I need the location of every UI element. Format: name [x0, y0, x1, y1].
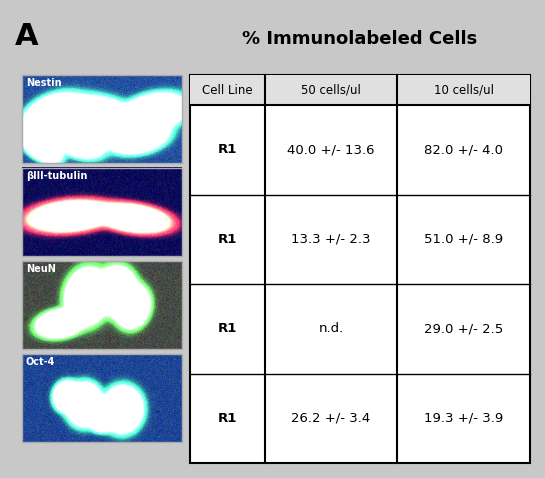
Text: 40.0 +/- 13.6: 40.0 +/- 13.6	[287, 143, 375, 156]
Text: Oct-4: Oct-4	[26, 357, 56, 367]
Text: 26.2 +/- 3.4: 26.2 +/- 3.4	[292, 412, 371, 425]
Bar	[190, 75, 530, 463]
Text: 19.3 +/- 3.9: 19.3 +/- 3.9	[424, 412, 504, 425]
Bar	[22, 168, 182, 256]
Text: 50 cells/ul: 50 cells/ul	[301, 84, 361, 97]
Bar	[22, 354, 182, 442]
Text: NeuN: NeuN	[26, 264, 56, 274]
Text: R1: R1	[217, 143, 237, 156]
Bar	[22, 261, 182, 349]
Text: R1: R1	[217, 412, 237, 425]
Text: 29.0 +/- 2.5: 29.0 +/- 2.5	[424, 322, 504, 335]
Text: 82.0 +/- 4.0: 82.0 +/- 4.0	[424, 143, 503, 156]
Text: Nestin: Nestin	[26, 78, 62, 88]
Text: % Immunolabeled Cells: % Immunolabeled Cells	[243, 30, 477, 48]
Text: βIII-tubulin: βIII-tubulin	[26, 171, 87, 181]
Text: R1: R1	[217, 233, 237, 246]
Text: 51.0 +/- 8.9: 51.0 +/- 8.9	[424, 233, 503, 246]
Text: 10 cells/ul: 10 cells/ul	[434, 84, 494, 97]
Bar	[190, 75, 530, 105]
Text: n.d.: n.d.	[318, 322, 344, 335]
Text: Cell Line: Cell Line	[202, 84, 253, 97]
Text: 13.3 +/- 2.3: 13.3 +/- 2.3	[292, 233, 371, 246]
Text: R1: R1	[217, 322, 237, 335]
Text: A: A	[15, 22, 39, 51]
Bar	[22, 75, 182, 163]
